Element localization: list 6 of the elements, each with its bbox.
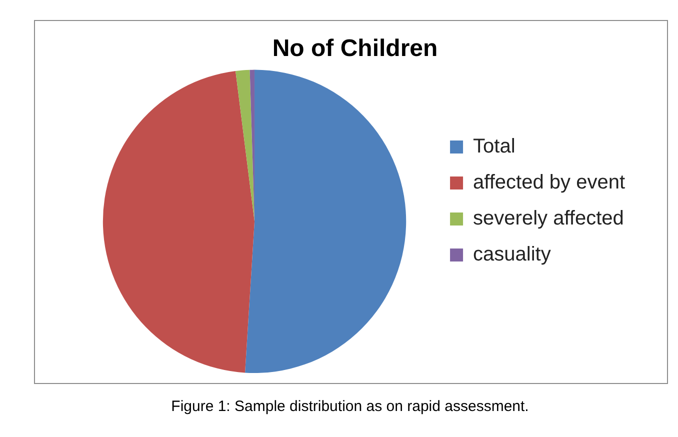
legend-label: casuality	[473, 244, 551, 266]
legend-label: severely affected	[473, 208, 624, 230]
caption: Figure 1: Sample distribution as on rapid assessment.	[170, 398, 530, 415]
chart-title: No of Children	[272, 35, 438, 62]
legend-label: Total	[473, 136, 516, 158]
legend-label: affected by event	[473, 172, 626, 194]
